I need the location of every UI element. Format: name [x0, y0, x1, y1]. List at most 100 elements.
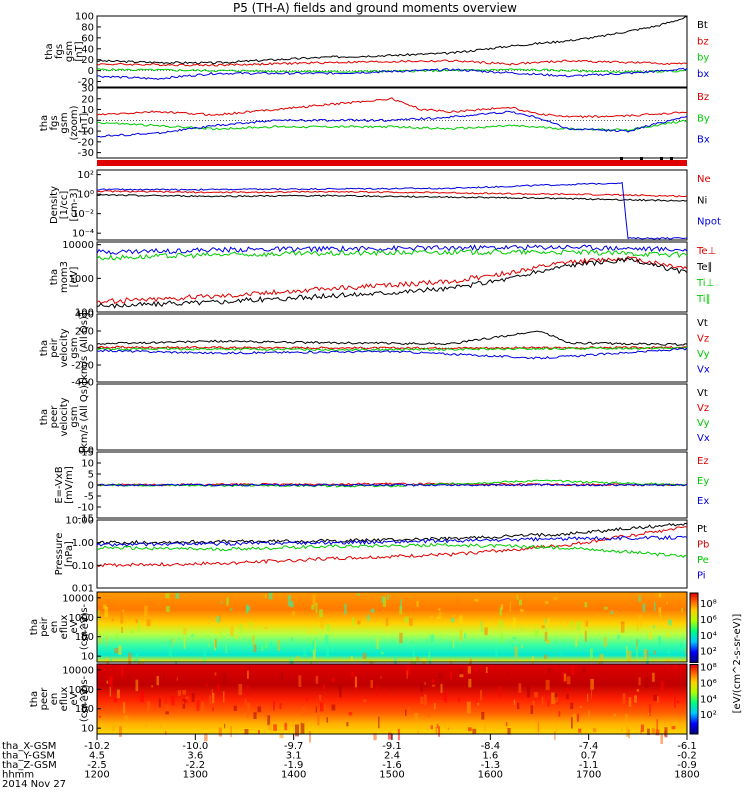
density-series-Npot	[96, 181, 688, 240]
peer_eflux-texture	[558, 711, 561, 717]
x-axis-value: -10.0	[182, 741, 208, 752]
peir_eflux-ylabel: tha	[29, 619, 40, 635]
peir_eflux-texture	[668, 644, 670, 652]
pressure-series-Pe	[96, 542, 688, 559]
e_field-ytick-label: 15	[81, 448, 94, 459]
e_field-series-Ex	[96, 483, 688, 487]
peer_eflux-texture	[424, 682, 426, 685]
peir_eflux-texture	[598, 660, 601, 666]
peir_eflux-texture	[512, 637, 517, 640]
peer_eflux-texture	[268, 724, 272, 731]
peer_eflux-texture	[570, 702, 574, 710]
peir_eflux-texture	[235, 634, 238, 639]
quality-flag-mark	[640, 157, 643, 160]
peer_eflux-texture	[280, 671, 284, 680]
peer_eflux-texture	[176, 677, 178, 681]
peir_eflux-texture	[484, 627, 488, 636]
peir_eflux-texture	[599, 653, 604, 662]
peir_eflux-texture	[646, 656, 649, 666]
peer_eflux-texture	[591, 689, 593, 700]
peer_eflux-texture	[424, 694, 427, 706]
peer_eflux-texture	[671, 726, 676, 730]
peer_eflux-texture	[485, 666, 488, 674]
peer_eflux-texture	[440, 683, 443, 693]
peir_eflux-texture	[241, 627, 243, 634]
peer_eflux-texture	[436, 723, 439, 729]
peir_eflux-texture	[495, 647, 498, 660]
peer_eflux-texture	[438, 726, 440, 737]
peer_eflux-texture	[517, 702, 520, 710]
peir_eflux-texture	[252, 635, 255, 646]
peer_eflux-texture	[212, 707, 214, 712]
pressure-legend-Pb: Pb	[697, 540, 709, 551]
x-axis-value: 1700	[576, 770, 601, 781]
peir_eflux-texture	[357, 620, 361, 625]
peer_eflux-texture	[177, 690, 182, 696]
x-axis-row-label: tha_Z-GSM	[2, 760, 57, 771]
pressure-ytick-label: 10.00	[65, 516, 94, 527]
peer_eflux-texture	[640, 724, 644, 732]
peir_eflux-texture	[138, 620, 140, 632]
peir_eflux-texture	[109, 658, 112, 662]
fgs_gsm_zoom-series-Bz	[96, 97, 688, 119]
fgs_gsm_zoom-legend-Bz: Bz	[697, 92, 709, 103]
peer_eflux-texture	[230, 726, 232, 738]
peir_eflux-ytick-label: 10	[81, 652, 94, 663]
peer_eflux-texture	[664, 727, 668, 738]
peir_eflux-texture	[171, 638, 173, 647]
peer_eflux-texture	[534, 692, 538, 698]
e_field-legend-Ex: Ex	[697, 496, 709, 507]
peer_eflux-texture	[576, 713, 579, 722]
fgs_gsm_zoom-frame	[96, 87, 688, 159]
colorbar-tick-label: 10⁸	[700, 599, 717, 610]
peir_eflux-texture	[636, 646, 638, 659]
density-ytick-label: 10⁻⁴	[72, 229, 94, 240]
peir_eflux-texture	[183, 628, 187, 635]
peir_eflux-texture	[249, 621, 253, 626]
peir_velocity-ylabel: velocity	[59, 328, 70, 367]
x-axis-value: 1.6	[482, 751, 498, 762]
peir_eflux-texture	[409, 618, 413, 626]
peer_eflux-texture	[513, 699, 516, 705]
peir_eflux-texture	[438, 608, 441, 611]
peer_eflux-texture	[447, 727, 450, 731]
peer_eflux-texture	[669, 687, 672, 697]
e_field-ylabel: [mV/m]	[64, 466, 75, 504]
peer_eflux-texture	[388, 732, 392, 740]
peir_eflux-texture	[106, 659, 110, 667]
peir_eflux-texture	[106, 657, 108, 661]
peir_eflux-texture	[680, 643, 683, 651]
peir_eflux-texture	[544, 631, 548, 642]
peer_eflux-texture	[626, 726, 629, 737]
fgs_gsm_zoom-ytick-label: 0	[88, 116, 94, 127]
peer_eflux-texture	[547, 668, 552, 674]
peir_velocity-series-Vy	[96, 346, 688, 352]
x-axis-value: -1.3	[481, 760, 501, 771]
fgs_gsm_zoom-ylabel: fgs	[49, 115, 60, 130]
peer_velocity-legend-Vy: Vy	[697, 418, 710, 429]
peir_eflux-texture	[637, 639, 641, 643]
peir_eflux-texture	[183, 637, 186, 649]
peer_eflux-texture	[580, 705, 582, 708]
peir_eflux-texture	[220, 601, 223, 604]
peir_velocity-ytick-label: 0	[88, 344, 94, 355]
peer_velocity-legend-Vx: Vx	[697, 433, 710, 444]
fgs_gsm_mag-series-Bt	[96, 16, 688, 65]
peer_eflux-texture	[165, 711, 169, 715]
peir_eflux-texture	[617, 634, 620, 640]
x-axis-value: -1.9	[284, 760, 304, 771]
peer_eflux-texture	[156, 676, 159, 686]
peer_eflux-texture	[459, 674, 464, 678]
peir_eflux-texture	[666, 633, 670, 638]
temperature-frame	[96, 241, 688, 313]
peer_eflux-texture	[431, 679, 435, 683]
peer_eflux-texture	[562, 671, 565, 683]
x-axis-value: -6.1	[677, 741, 697, 752]
x-axis-value: -0.2	[677, 751, 697, 762]
peer_eflux-texture	[466, 701, 471, 714]
peir_eflux-texture	[291, 637, 294, 642]
peer_eflux-texture	[185, 696, 189, 699]
peer_eflux-texture	[587, 693, 589, 702]
peer_eflux-texture	[145, 724, 147, 727]
fgs_gsm_mag-legend-Bt: Bt	[697, 20, 708, 31]
